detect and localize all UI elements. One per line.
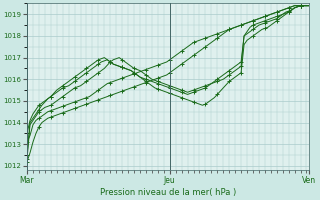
X-axis label: Pression niveau de la mer( hPa ): Pression niveau de la mer( hPa ) <box>100 188 236 197</box>
